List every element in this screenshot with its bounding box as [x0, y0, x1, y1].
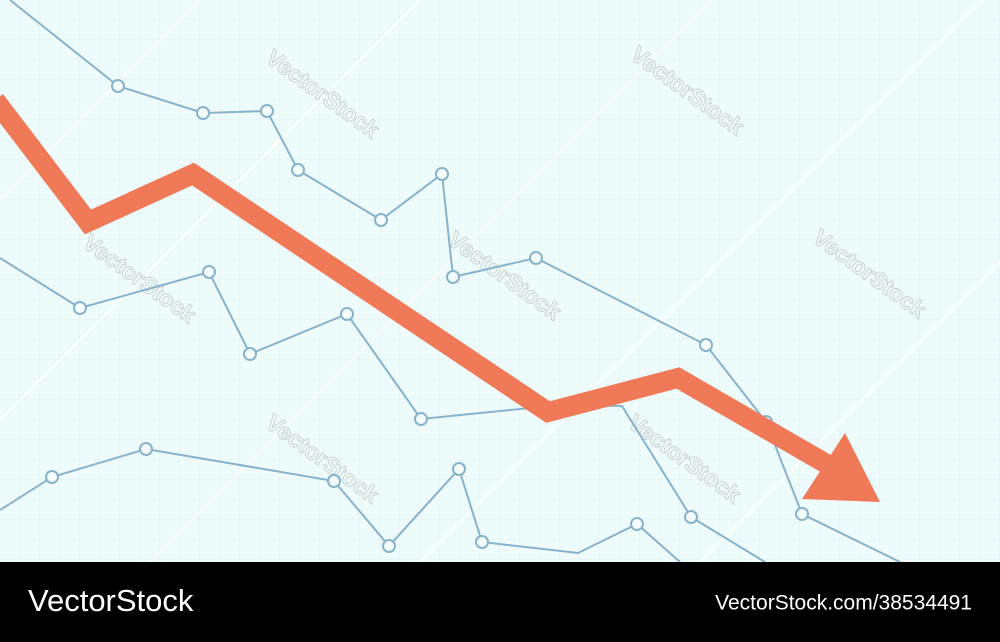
line — [0, 257, 766, 563]
footer-bar — [0, 562, 1000, 642]
arrow-head — [802, 433, 880, 502]
footer-brand: VectorStock — [28, 583, 194, 618]
line — [0, 447, 681, 563]
arrow-shaft — [0, 93, 836, 475]
down-arrow — [0, 93, 880, 502]
footer-id: VectorStock.com/38534491 — [715, 592, 972, 615]
